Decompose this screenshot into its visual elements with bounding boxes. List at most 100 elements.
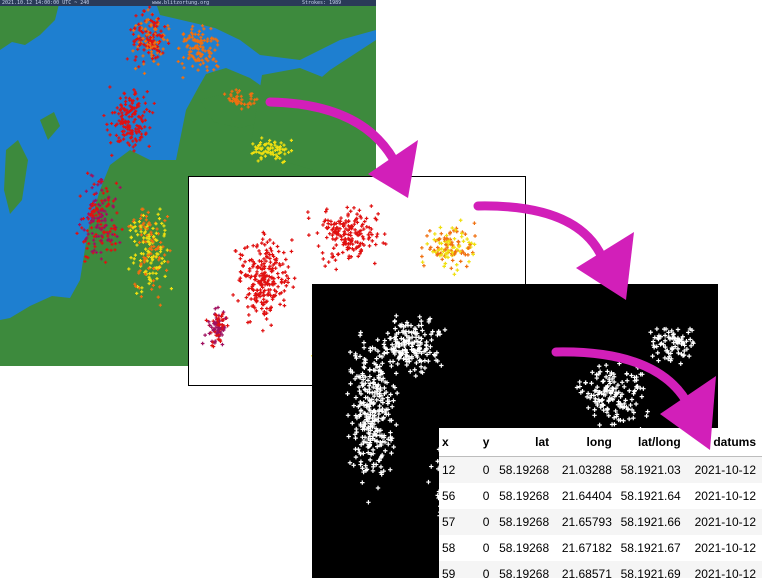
strike-marker — [326, 221, 331, 226]
strike-marker — [281, 262, 285, 266]
strike-marker — [353, 413, 358, 418]
strike-marker — [269, 305, 273, 309]
strike-marker — [142, 43, 146, 47]
strike-marker — [130, 108, 134, 112]
strike-marker — [205, 68, 209, 73]
strike-marker — [327, 231, 332, 236]
strike-marker — [459, 234, 464, 239]
strike-marker — [204, 318, 209, 323]
strike-marker — [371, 367, 376, 373]
strike-marker — [351, 463, 356, 468]
strike-marker — [354, 429, 359, 435]
strike-marker — [252, 306, 257, 310]
strike-marker — [419, 350, 424, 356]
land-gotland-small — [40, 112, 60, 140]
strike-marker — [249, 286, 254, 291]
strike-marker — [133, 26, 137, 30]
strike-marker — [394, 313, 399, 319]
strike-marker — [143, 272, 148, 276]
strike-marker — [251, 264, 255, 269]
strike-marker — [361, 377, 366, 382]
strike-marker — [133, 58, 137, 62]
strike-marker — [391, 444, 396, 450]
strike-marker — [346, 256, 351, 261]
strike-marker — [259, 263, 264, 267]
strike-marker — [136, 45, 140, 49]
strike-marker — [662, 333, 668, 338]
strike-marker — [348, 209, 353, 214]
strike-marker — [393, 338, 398, 344]
strike-marker — [338, 221, 342, 226]
strike-marker — [391, 383, 396, 389]
strike-marker — [334, 221, 339, 226]
strike-marker — [132, 257, 136, 261]
strike-marker — [239, 101, 244, 106]
strike-marker — [133, 90, 137, 94]
strike-marker — [91, 204, 95, 208]
cell-x: 57 — [439, 509, 468, 535]
strike-marker — [94, 198, 98, 202]
strike-marker — [131, 112, 135, 116]
strike-marker — [628, 402, 633, 408]
strike-marker — [345, 413, 351, 418]
strike-marker — [99, 239, 104, 243]
strike-marker — [260, 136, 264, 140]
strike-marker — [686, 330, 691, 335]
strike-marker — [439, 231, 444, 236]
strike-marker — [467, 259, 471, 264]
strike-marker — [362, 219, 367, 224]
strike-marker — [374, 438, 380, 444]
strike-marker — [442, 264, 446, 269]
strike-marker — [246, 320, 250, 325]
strike-marker — [117, 112, 121, 116]
strike-marker — [376, 212, 380, 216]
strike-marker — [452, 252, 457, 256]
strike-marker — [418, 340, 423, 345]
strike-marker — [181, 55, 186, 60]
strike-marker — [139, 116, 143, 120]
strike-marker — [262, 288, 267, 293]
strike-marker — [215, 331, 219, 335]
strike-marker — [383, 346, 388, 351]
strike-marker — [439, 363, 444, 368]
strike-marker — [389, 363, 394, 369]
strike-marker — [149, 54, 154, 58]
strike-marker — [129, 256, 133, 260]
strike-marker — [148, 46, 153, 50]
cell-x: 12 — [439, 456, 468, 483]
strike-marker — [153, 44, 157, 48]
strike-marker — [618, 418, 623, 423]
strike-marker — [150, 20, 155, 24]
strike-marker — [439, 253, 444, 257]
cell-long: 21.64404 — [561, 489, 612, 503]
strike-marker — [163, 228, 167, 232]
strike-marker — [94, 250, 99, 255]
strike-marker — [378, 372, 384, 377]
strike-marker — [218, 339, 223, 344]
strike-marker — [102, 113, 106, 118]
strike-marker — [367, 367, 372, 372]
strike-marker — [90, 226, 94, 230]
strike-marker — [355, 212, 359, 216]
strike-marker — [650, 353, 655, 359]
strike-marker — [357, 388, 362, 394]
strike-marker — [148, 43, 152, 47]
strike-marker — [428, 229, 432, 233]
strike-marker — [158, 285, 162, 289]
strike-marker — [403, 323, 408, 328]
strike-marker — [358, 391, 364, 397]
column-header-lat-long: lat/long — [611, 428, 681, 457]
strike-marker — [82, 228, 86, 232]
strike-marker — [255, 272, 259, 276]
strike-marker — [464, 264, 469, 269]
strike-marker — [150, 258, 154, 262]
strike-marker — [407, 336, 412, 342]
strike-marker — [167, 27, 171, 31]
strike-marker — [444, 242, 448, 247]
strike-marker — [206, 49, 210, 53]
strike-marker — [165, 214, 170, 219]
strike-marker — [257, 150, 261, 154]
strike-marker — [85, 229, 89, 233]
strike-marker — [371, 393, 377, 399]
strike-marker — [139, 251, 143, 256]
